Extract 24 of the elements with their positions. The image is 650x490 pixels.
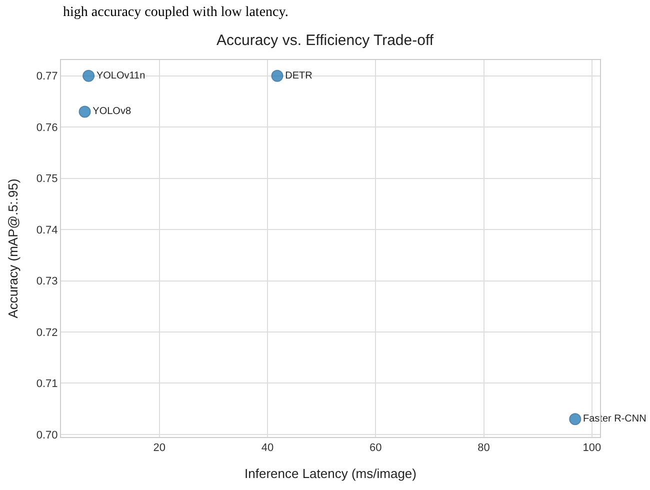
y-tick-label: 0.76: [36, 122, 58, 134]
x-tick-label: 100: [582, 442, 602, 454]
y-tick-label: 0.75: [36, 173, 58, 186]
series-label: YOLOv11n: [96, 70, 146, 82]
y-tick-label: 0.72: [36, 326, 58, 339]
series-label: DETR: [285, 70, 312, 82]
x-tick-label: 60: [370, 442, 382, 454]
point: [271, 70, 284, 82]
x-tick-label: 40: [261, 442, 274, 454]
text: high accuracy coupled with low latency.: [63, 5, 288, 20]
series-label: YOLOv8: [92, 106, 132, 118]
x-tick-label: 20: [153, 442, 166, 454]
x-tick-label: 80: [478, 442, 490, 454]
y-tick-label: 0.71: [36, 378, 58, 390]
point: [569, 413, 582, 426]
point: [82, 70, 95, 82]
y-tick-label: 0.70: [36, 429, 58, 442]
y-tick-label: 0.74: [36, 224, 58, 236]
chart-title: Accuracy vs. Efficiency Trade-off: [216, 32, 434, 49]
y-axis-title: Accuracy (mAP@.5:.95): [5, 178, 20, 318]
point: [78, 106, 91, 118]
x-axis-title: Inference Latency (ms/image): [244, 466, 416, 481]
y-tick-label: 0.73: [36, 276, 58, 288]
y-tick-label: 0.77: [36, 70, 58, 83]
